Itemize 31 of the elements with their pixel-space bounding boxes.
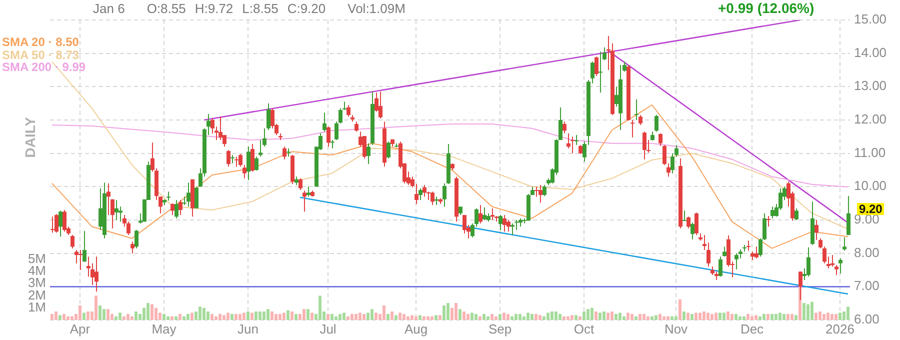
text: SMA 200 · 9.99 (2, 60, 86, 74)
text: Vol:1.09M (348, 1, 406, 16)
text: H:9.72 (194, 1, 234, 16)
text: +0.99 (12.06%) (718, 0, 814, 16)
y-tick-label: 11.00 (854, 144, 886, 160)
x-tick-label: 2026 (826, 321, 854, 336)
x-tick-label: Oct (574, 321, 594, 336)
y-tick-label: 14.00 (854, 44, 887, 60)
y-tick-label: 13.00 (854, 78, 887, 94)
text: C:9.20 (287, 1, 326, 16)
x-tick-label: Apr (70, 321, 91, 336)
x-tick-label: Jun (238, 321, 258, 336)
x-tick-label: Sep (488, 321, 512, 336)
x-tick-label: May (152, 321, 177, 336)
y-tick-label: 15.00 (854, 12, 887, 27)
text: DAILY (22, 117, 38, 158)
y-tick-label: 12.00 (854, 112, 887, 127)
y-tick-label: 10.00 (854, 178, 887, 194)
series-label: SMA 50 · 8.73 (2, 48, 80, 62)
x-tick-label: Dec (740, 321, 764, 336)
x-tick-label: Aug (404, 321, 428, 336)
x-tick-label: Nov (664, 321, 688, 336)
y-tick-label: 8.00 (854, 244, 880, 260)
text: SMA 20 · 8.50 (2, 35, 80, 49)
text: L:8.55 (242, 1, 278, 16)
x-tick-label: Jul (320, 321, 336, 336)
text: 9.20 (857, 202, 884, 216)
y-tick-label: 7.00 (854, 278, 880, 294)
text: O:8.55 (146, 1, 186, 16)
y-tick-label: 6.00 (854, 312, 880, 327)
text: Jan 6 (93, 1, 125, 16)
